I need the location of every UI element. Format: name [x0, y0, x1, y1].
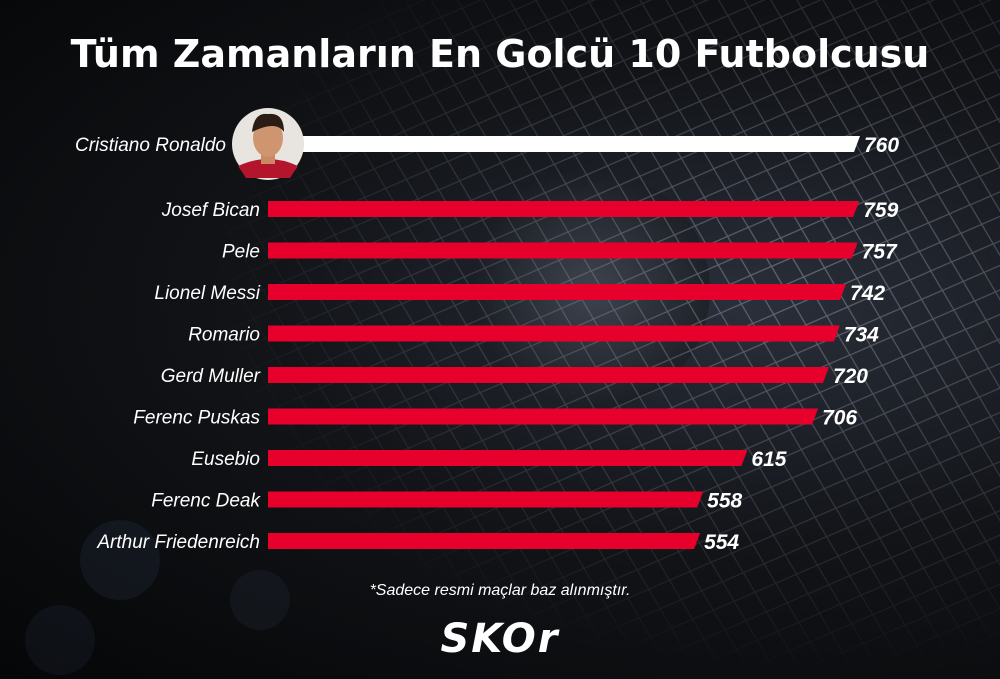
bar-gerd-muller	[268, 367, 829, 383]
value-label: 554	[704, 531, 739, 554]
category-label: Arthur Friedenreich	[96, 532, 260, 553]
bar-ferenc-deak	[268, 491, 704, 508]
value-label: 760	[864, 134, 899, 157]
value-label: 706	[822, 407, 857, 430]
chart-title: Tüm Zamanların En Golcü 10 Futbolcusu	[70, 32, 930, 76]
value-label: 757	[862, 241, 898, 264]
category-label: Pele	[222, 242, 260, 263]
value-label: 734	[844, 324, 879, 347]
category-label: Ferenc Deak	[151, 491, 261, 512]
player-photo-icon	[232, 108, 304, 180]
category-label: Josef Bican	[161, 200, 260, 221]
bar-cristiano-ronaldo	[300, 136, 860, 152]
bar-romario	[268, 325, 840, 342]
category-label: Eusebio	[191, 449, 260, 470]
value-label: 759	[863, 199, 898, 222]
bar-eusebio	[268, 450, 748, 466]
value-label: 558	[707, 490, 742, 513]
value-label: 742	[850, 282, 885, 305]
bar-arthur-friedenreich	[268, 533, 701, 549]
bar-ferenc-puskas	[268, 408, 819, 425]
category-label: Gerd Muller	[161, 366, 261, 387]
category-label: Ferenc Puskas	[133, 408, 260, 429]
category-label: Cristiano Ronaldo	[75, 135, 226, 156]
bar-josef-bican	[268, 201, 860, 217]
category-label: Romario	[188, 325, 260, 346]
category-label: Lionel Messi	[154, 283, 260, 304]
skor-logo: SKOr	[440, 616, 560, 662]
bar-pele	[268, 242, 858, 259]
bar-lionel-messi	[268, 284, 847, 300]
footnote: *Sadece resmi maçlar baz alınmıştır.	[369, 582, 631, 599]
value-label: 720	[833, 365, 868, 388]
value-label: 615	[751, 448, 786, 471]
